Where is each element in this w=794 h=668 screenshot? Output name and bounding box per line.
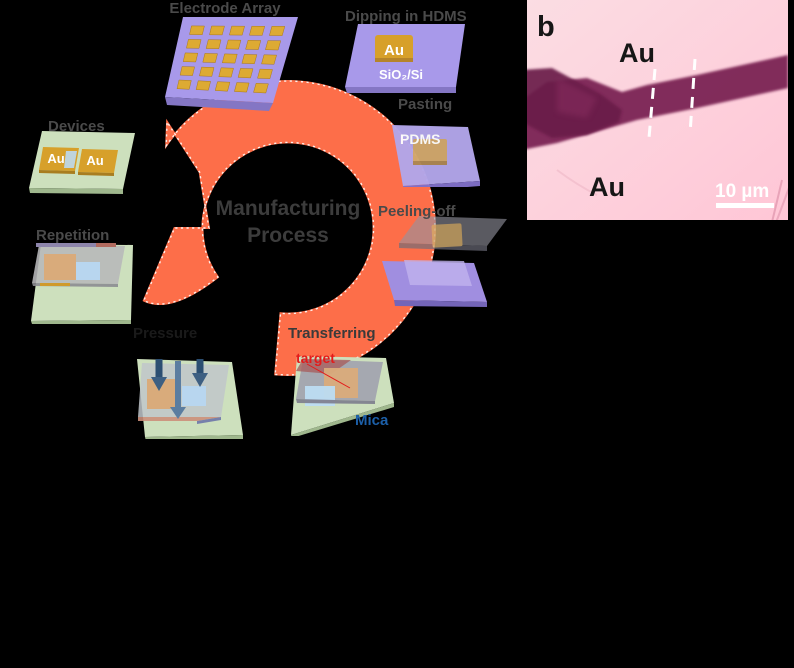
svg-text:10 µm: 10 µm bbox=[715, 181, 769, 202]
svg-text:Au: Au bbox=[384, 42, 404, 59]
svg-text:SiO₂/Si: SiO₂/Si bbox=[379, 67, 423, 82]
svg-text:b: b bbox=[537, 11, 555, 43]
svg-text:PDMS: PDMS bbox=[400, 131, 440, 147]
svg-text:Au: Au bbox=[589, 172, 625, 202]
svg-text:Au: Au bbox=[47, 151, 64, 166]
svg-text:Au: Au bbox=[86, 153, 103, 168]
svg-text:Au: Au bbox=[619, 38, 655, 68]
